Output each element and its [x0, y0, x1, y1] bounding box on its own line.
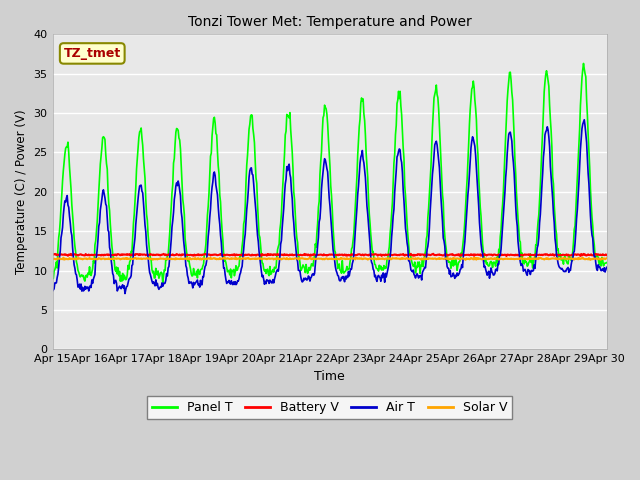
Air T: [49, 288, 56, 294]
Line: Solar V: Solar V: [52, 257, 607, 260]
Solar V: [59, 256, 67, 262]
Panel T: [173, 126, 180, 132]
Solar V: [306, 254, 314, 260]
Air T: [414, 273, 422, 278]
Title: Tonzi Tower Met: Temperature and Power: Tonzi Tower Met: Temperature and Power: [188, 15, 472, 29]
Solar V: [49, 256, 56, 262]
Air T: [603, 264, 611, 270]
Battery V: [429, 251, 437, 257]
Air T: [580, 117, 588, 122]
Panel T: [116, 269, 124, 275]
Battery V: [502, 253, 510, 259]
X-axis label: Time: Time: [314, 370, 345, 383]
Legend: Panel T, Battery V, Air T, Solar V: Panel T, Battery V, Air T, Solar V: [147, 396, 512, 420]
Air T: [202, 263, 210, 268]
Solar V: [398, 256, 406, 262]
Solar V: [116, 256, 124, 262]
Y-axis label: Temperature (C) / Power (V): Temperature (C) / Power (V): [15, 109, 28, 274]
Panel T: [398, 112, 406, 118]
Air T: [59, 225, 67, 230]
Solar V: [603, 255, 611, 261]
Panel T: [580, 60, 588, 66]
Battery V: [59, 252, 67, 258]
Text: TZ_tmet: TZ_tmet: [63, 47, 121, 60]
Solar V: [414, 255, 422, 261]
Battery V: [172, 252, 180, 258]
Air T: [398, 159, 406, 165]
Panel T: [49, 273, 56, 279]
Line: Air T: Air T: [52, 120, 607, 294]
Air T: [173, 180, 180, 186]
Panel T: [59, 178, 67, 184]
Solar V: [587, 257, 595, 263]
Panel T: [414, 259, 422, 265]
Solar V: [202, 256, 209, 262]
Line: Battery V: Battery V: [52, 254, 607, 256]
Battery V: [397, 252, 404, 257]
Line: Panel T: Panel T: [52, 63, 607, 283]
Battery V: [603, 252, 611, 258]
Air T: [121, 291, 129, 297]
Battery V: [116, 252, 124, 258]
Panel T: [159, 280, 166, 286]
Solar V: [172, 255, 180, 261]
Battery V: [49, 251, 56, 257]
Battery V: [413, 252, 421, 258]
Air T: [116, 283, 124, 289]
Panel T: [603, 260, 611, 265]
Panel T: [202, 241, 210, 247]
Battery V: [202, 251, 209, 257]
